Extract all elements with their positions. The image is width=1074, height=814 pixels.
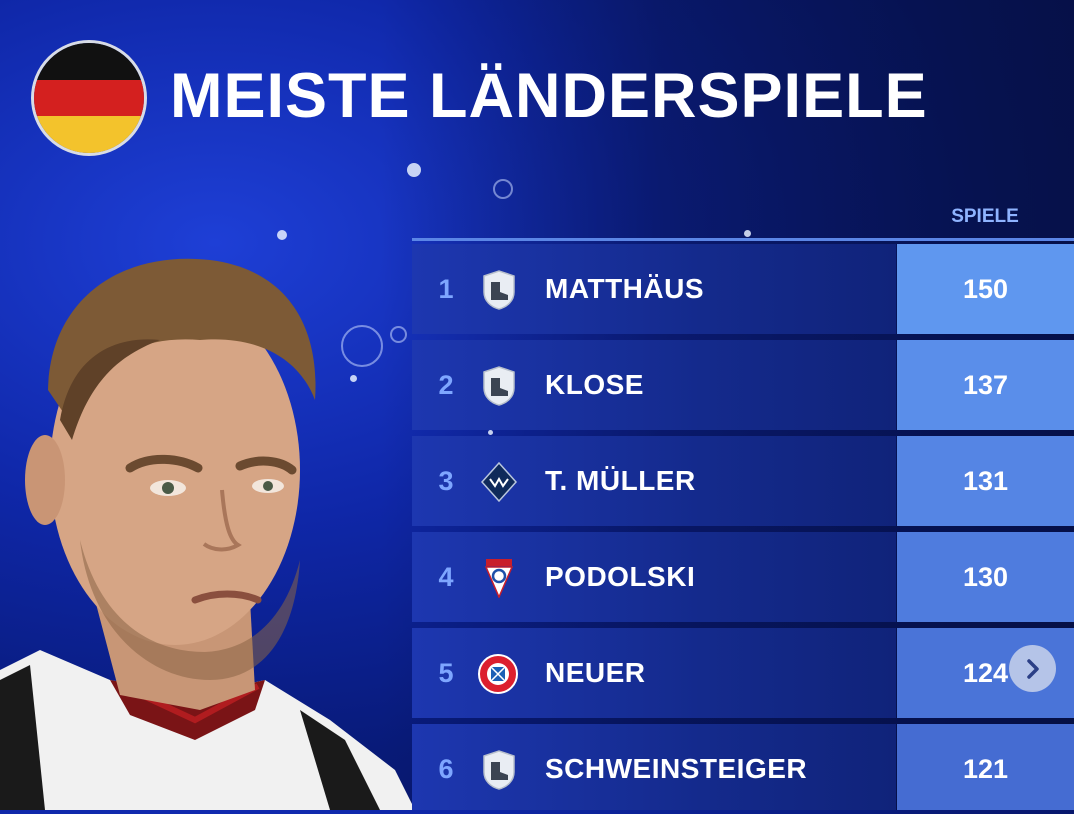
table-row: 1 MATTHÄUS 150	[412, 244, 1074, 334]
row-name-cell: 4 PODOLSKI	[412, 532, 896, 622]
bubble-decoration	[341, 325, 383, 367]
germany-flag-icon	[31, 40, 147, 156]
row-name-cell: 3 T. MÜLLER	[412, 436, 896, 526]
row-value-cell: 131	[897, 436, 1074, 526]
row-name-cell: 6 SCHWEINSTEIGER	[412, 724, 896, 810]
player-name: T. MÜLLER	[545, 465, 696, 496]
bubble-decoration	[488, 430, 493, 435]
table-row: 6 SCHWEINSTEIGER 121	[412, 724, 1074, 810]
row-rank: 6	[438, 754, 454, 784]
bubble-decoration	[407, 163, 421, 177]
row-rank: 3	[438, 466, 454, 496]
row-value-cell: 130	[897, 532, 1074, 622]
caps-value: 124	[962, 658, 1009, 688]
gornik-zabrze-crest-icon	[484, 559, 514, 598]
player-name: NEUER	[545, 657, 646, 688]
caps-value: 121	[962, 754, 1009, 784]
whitecaps-crest-icon	[480, 462, 518, 502]
row-name-cell: 5 NEUER	[412, 628, 896, 718]
player-photo	[0, 258, 415, 810]
table-row: 2 KLOSE 137	[412, 340, 1074, 430]
table-row: 4 PODOLSKI 130	[412, 532, 1074, 622]
next-slide-button[interactable]	[1009, 645, 1056, 692]
bubble-decoration	[493, 179, 513, 199]
chevron-right-icon	[1026, 658, 1039, 679]
player-name: PODOLSKI	[545, 561, 696, 592]
bubble-decoration	[277, 230, 287, 240]
caps-value: 131	[962, 466, 1009, 496]
caps-value: 150	[962, 274, 1009, 304]
row-value-cell: 121	[897, 724, 1074, 810]
row-name-cell: 2 KLOSE	[412, 340, 896, 430]
bubble-decoration	[744, 230, 751, 237]
player-name: KLOSE	[545, 369, 644, 400]
player-name: MATTHÄUS	[545, 273, 705, 304]
page-title: MEISTE LÄNDERSPIELE	[170, 61, 928, 131]
retired-boot-crest-icon	[483, 366, 515, 406]
table-row: 3 T. MÜLLER 131	[412, 436, 1074, 526]
bubble-decoration	[350, 375, 357, 382]
column-header-spiele: SPIELE	[951, 206, 1019, 227]
retired-boot-crest-icon	[483, 270, 515, 310]
caps-value: 130	[962, 562, 1009, 592]
table-row: 5 NEUER 124	[412, 628, 1074, 718]
bubble-decoration	[390, 326, 407, 343]
row-value-cell: 137	[897, 340, 1074, 430]
row-rank: 4	[438, 562, 454, 592]
row-rank: 2	[438, 370, 454, 400]
caps-value: 137	[962, 370, 1009, 400]
row-rank: 1	[438, 274, 454, 304]
row-value-cell: 150	[897, 244, 1074, 334]
row-name-cell: 1 MATTHÄUS	[412, 244, 896, 334]
retired-boot-crest-icon	[483, 750, 515, 790]
player-name: SCHWEINSTEIGER	[545, 753, 808, 784]
row-rank: 5	[438, 658, 454, 688]
fc-bayern-crest-icon	[478, 654, 518, 694]
table-top-divider	[412, 238, 1074, 241]
